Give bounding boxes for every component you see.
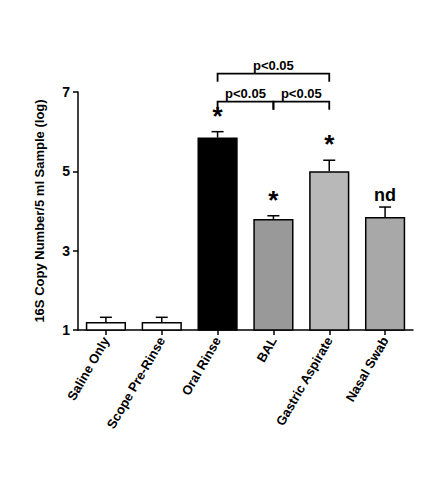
svg-text:1: 1: [62, 322, 70, 338]
svg-text:p<0.05: p<0.05: [253, 58, 294, 73]
svg-text:3: 3: [62, 243, 70, 259]
svg-text:Scope Pre-Rinse: Scope Pre-Rinse: [104, 334, 169, 431]
svg-text:nd: nd: [374, 185, 396, 205]
svg-text:Nasal Swab: Nasal Swab: [343, 334, 392, 404]
svg-text:7: 7: [62, 84, 70, 100]
svg-text:p<0.05: p<0.05: [281, 86, 322, 101]
svg-text:Oral Rinse: Oral Rinse: [179, 334, 224, 398]
svg-text:Saline Only: Saline Only: [64, 334, 113, 403]
svg-text:*: *: [324, 129, 335, 159]
svg-text:BAL: BAL: [254, 334, 280, 365]
svg-text:p<0.05: p<0.05: [225, 86, 266, 101]
svg-text:*: *: [268, 185, 279, 215]
svg-text:Gastric Aspirate: Gastric Aspirate: [273, 334, 336, 428]
svg-text:16S Copy Number/5 ml Sample (l: 16S Copy Number/5 ml Sample (log): [32, 99, 47, 322]
svg-text:5: 5: [62, 163, 70, 179]
